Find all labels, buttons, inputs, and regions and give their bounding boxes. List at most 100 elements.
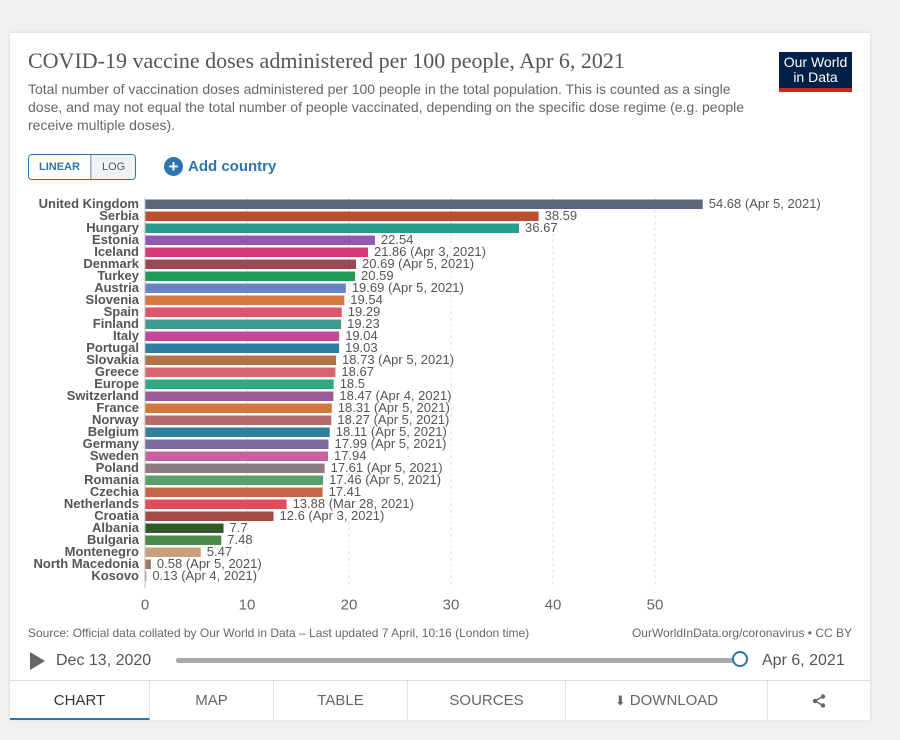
- bar: [145, 331, 340, 341]
- data-label: 18.67: [341, 364, 374, 379]
- category-label: Finland: [93, 316, 139, 331]
- x-tick-label: 30: [443, 597, 460, 614]
- bar: [145, 463, 325, 473]
- category-label: Norway: [92, 412, 140, 427]
- x-tick-label: 40: [545, 597, 562, 614]
- data-label: 17.94: [334, 448, 367, 463]
- data-label: 21.86 (Apr 3, 2021): [374, 244, 486, 259]
- x-tick-label: 20: [341, 597, 358, 614]
- category-label: Romania: [84, 472, 140, 487]
- category-label: Slovakia: [86, 352, 140, 367]
- tab-sources[interactable]: SOURCES: [408, 681, 566, 720]
- category-label: Kosovo: [91, 568, 139, 583]
- data-label: 18.73 (Apr 5, 2021): [342, 352, 454, 367]
- tab-chart[interactable]: CHART: [10, 681, 150, 720]
- category-label: Belgium: [88, 424, 139, 439]
- category-label: Estonia: [92, 232, 140, 247]
- scale-toggle: LINEAR LOG: [28, 154, 137, 180]
- data-label: 17.99 (Apr 5, 2021): [334, 436, 446, 451]
- category-label: Poland: [96, 460, 139, 475]
- share-button[interactable]: [768, 681, 870, 720]
- category-label: Albania: [92, 520, 140, 535]
- bar: [145, 511, 274, 521]
- category-label: Bulgaria: [87, 532, 140, 547]
- bar: [145, 547, 201, 557]
- category-label: Iceland: [94, 244, 139, 259]
- category-label: Serbia: [99, 208, 140, 223]
- add-country-button[interactable]: + Add country: [164, 155, 276, 177]
- x-tick-label: 0: [141, 597, 149, 614]
- category-label: Spain: [104, 304, 139, 319]
- bar-chart: 0 10 20 30 40 50 United Kingdom 54.68 (Apr 5, 2…: [34, 196, 821, 614]
- data-label: 54.68 (Apr 5, 2021): [709, 196, 821, 211]
- data-label: 19.69 (Apr 5, 2021): [352, 280, 464, 295]
- download-label: DOWNLOAD: [629, 692, 719, 709]
- data-label: 18.47 (Apr 4, 2021): [339, 388, 451, 403]
- data-label: 13.88 (Mar 28, 2021): [293, 496, 414, 511]
- data-label: 19.29: [348, 304, 381, 319]
- timeline-handle[interactable]: [732, 651, 748, 667]
- timeline-start-date: Dec 13, 2020: [56, 652, 152, 669]
- log-scale-button[interactable]: LOG: [90, 155, 136, 179]
- data-label: 18.11 (Apr 5, 2021): [336, 424, 447, 439]
- data-label: 17.46 (Apr 5, 2021): [329, 472, 441, 487]
- bar: [145, 451, 328, 461]
- category-label: Greece: [95, 364, 139, 379]
- data-label: 19.04: [345, 328, 378, 343]
- bar: [145, 499, 287, 509]
- category-label: United Kingdom: [39, 196, 139, 211]
- owid-url-link[interactable]: OurWorldInData.org/coronavirus • CC BY: [631, 626, 852, 640]
- data-label: 7.48: [227, 532, 252, 547]
- category-label: Croatia: [94, 508, 140, 523]
- category-label: Montenegro: [65, 544, 139, 559]
- bar: [145, 259, 357, 269]
- data-label: 0.58 (Apr 5, 2021): [157, 556, 262, 571]
- bar: [145, 295, 345, 305]
- data-label: 7.7: [230, 520, 248, 535]
- category-label: Europe: [94, 376, 139, 391]
- linear-scale-button[interactable]: LINEAR: [29, 155, 91, 179]
- category-label: Switzerland: [67, 388, 139, 403]
- share-icon: [812, 694, 826, 708]
- data-label: 17.41: [329, 484, 362, 499]
- bar: [145, 439, 329, 449]
- bar: [145, 223, 520, 233]
- data-label: 19.03: [345, 340, 378, 355]
- data-label: 20.59: [361, 268, 394, 283]
- data-label: 18.27 (Apr 5, 2021): [337, 412, 449, 427]
- category-label: Portugal: [86, 340, 139, 355]
- logo-line-1: Our World: [783, 54, 848, 70]
- category-label: Denmark: [83, 256, 139, 271]
- bar: [145, 235, 375, 245]
- data-label: 19.54: [350, 292, 383, 307]
- category-label: Germany: [83, 436, 140, 451]
- category-label: Turkey: [97, 268, 139, 283]
- data-label: 0.13 (Apr 4, 2021): [152, 568, 257, 583]
- tab-download[interactable]: ⬇ DOWNLOAD: [566, 681, 768, 720]
- chart-subtitle: Total number of vaccination doses admini…: [28, 81, 745, 133]
- tab-map[interactable]: MAP: [150, 681, 274, 720]
- play-icon[interactable]: [30, 652, 45, 670]
- add-country-label: Add country: [188, 157, 277, 175]
- plus-circle-icon: +: [164, 156, 183, 176]
- bar: [145, 283, 346, 293]
- data-label: 20.69 (Apr 5, 2021): [362, 256, 474, 271]
- data-label: 18.5: [340, 376, 365, 391]
- owid-logo[interactable]: Our World in Data: [779, 52, 852, 92]
- bar: [145, 307, 342, 317]
- tab-table[interactable]: TABLE: [274, 681, 408, 720]
- timeline-end-date: Apr 6, 2021: [762, 652, 845, 669]
- bar: [145, 571, 147, 581]
- x-tick-label: 10: [239, 597, 256, 614]
- bar: [145, 271, 356, 281]
- category-label: North Macedonia: [34, 556, 140, 571]
- bar: [145, 487, 323, 497]
- chart-title: COVID-19 vaccine doses administered per …: [28, 48, 625, 73]
- bar: [145, 211, 539, 221]
- category-label: Sweden: [90, 448, 139, 463]
- bar: [145, 559, 151, 569]
- category-label: Czechia: [90, 484, 140, 499]
- bar: [145, 403, 332, 413]
- data-label: 38.59: [545, 208, 578, 223]
- category-label: Hungary: [86, 220, 140, 235]
